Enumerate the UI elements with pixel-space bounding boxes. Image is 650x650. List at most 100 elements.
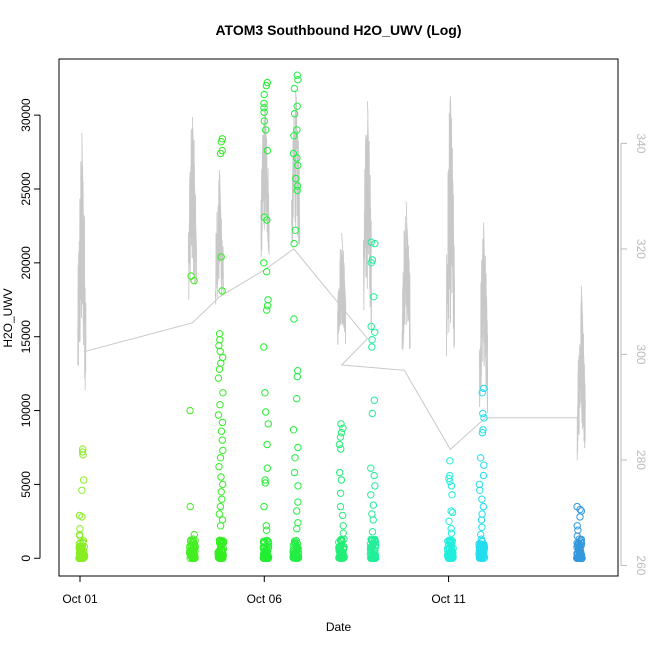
- scatter-point: [219, 446, 227, 455]
- scatter-point: [337, 476, 346, 484]
- scatter-point: [186, 502, 194, 511]
- y2-tick-label: 320: [634, 239, 648, 259]
- scatter-point: [577, 536, 585, 544]
- scatter-point: [449, 554, 457, 562]
- scatter-point: [370, 396, 378, 404]
- scatter-point: [577, 554, 585, 562]
- scatter-point: [217, 138, 226, 146]
- scatter-point: [336, 502, 345, 511]
- scatter-point: [291, 226, 299, 235]
- scatter-point: [480, 461, 488, 469]
- scatter-point: [445, 552, 453, 560]
- line-burst-6: [362, 101, 372, 333]
- scatter-point: [290, 239, 298, 248]
- scatter-point: [262, 526, 271, 534]
- scatter-point: [448, 538, 456, 546]
- scatter-point: [294, 482, 302, 490]
- scatter-point: [216, 149, 225, 158]
- scatter-point: [262, 408, 270, 416]
- scatter-point: [187, 550, 196, 558]
- scatter-group-3: [259, 78, 273, 562]
- line-burst-7: [401, 201, 411, 350]
- y-axis-label: H2O_UWV: [1, 288, 15, 347]
- scatter-point: [262, 126, 270, 134]
- scatter-point: [445, 517, 453, 525]
- scatter-point: [289, 426, 298, 434]
- scatter-point: [574, 544, 583, 553]
- scatter-point: [260, 99, 268, 108]
- scatter-point: [263, 146, 272, 155]
- scatter-point: [367, 259, 375, 267]
- scatter-point: [264, 420, 272, 428]
- scatter-point: [448, 508, 457, 517]
- scatter-point: [448, 491, 456, 499]
- scatter-point: [78, 513, 86, 521]
- scatter-point: [217, 253, 225, 261]
- scatter-point: [260, 108, 268, 116]
- scatter-group-7: [443, 457, 457, 562]
- scatter-point: [290, 468, 299, 477]
- scatter-point: [480, 384, 488, 393]
- scatter-point: [218, 546, 227, 554]
- y2-tick-label: 260: [634, 555, 648, 575]
- scatter-point: [479, 502, 488, 511]
- line-burst-2: [214, 169, 224, 305]
- scatter-point: [478, 537, 486, 546]
- line-burst-9: [479, 222, 489, 414]
- scatter-point: [447, 507, 455, 515]
- y2-tick-label: 300: [634, 344, 648, 364]
- scatter-point: [337, 552, 345, 560]
- line-burst-1: [187, 116, 197, 300]
- scatter-group-8: [475, 384, 489, 562]
- scatter-point: [79, 451, 87, 459]
- scatter-point: [215, 510, 224, 518]
- scatter-point: [337, 420, 345, 428]
- line-burst-5: [337, 233, 347, 345]
- scatter-series: [75, 71, 586, 562]
- scatter-point: [371, 239, 379, 248]
- scatter-point: [214, 374, 223, 382]
- line-burst-10: [576, 285, 586, 461]
- scatter-point: [293, 554, 301, 562]
- scatter-point: [336, 433, 345, 441]
- scatter-point: [217, 488, 225, 496]
- scatter-point: [446, 477, 454, 486]
- scatter-point: [76, 550, 85, 558]
- scatter-group-2: [214, 135, 228, 562]
- scatter-point: [290, 110, 299, 118]
- scatter-point: [478, 523, 486, 531]
- y2-tick-label: 340: [634, 133, 648, 153]
- scatter-point: [446, 457, 454, 465]
- scatter-point: [367, 554, 375, 562]
- scatter-point: [293, 102, 301, 111]
- scatter-point: [371, 541, 380, 549]
- scatter-point: [215, 365, 224, 373]
- scatter-point: [218, 418, 227, 427]
- scatter-point: [336, 489, 345, 497]
- line-burst-3: [260, 101, 270, 257]
- scatter-point: [293, 395, 301, 403]
- line-burst-8: [445, 95, 455, 357]
- scatter-point: [367, 322, 375, 331]
- scatter-point: [260, 502, 268, 511]
- scatter-point: [189, 554, 197, 562]
- scatter-point: [290, 84, 299, 93]
- scatter-point: [260, 104, 268, 112]
- scatter-point: [335, 440, 344, 449]
- scatter-point: [289, 553, 297, 561]
- y2-tick-label: 280: [634, 450, 648, 470]
- scatter-point: [339, 554, 347, 562]
- scatter-point: [261, 476, 269, 484]
- scatter-point: [479, 471, 488, 480]
- scatter-point: [479, 409, 487, 418]
- scatter-point: [293, 525, 301, 533]
- x-axis-label: Date: [326, 620, 352, 634]
- scatter-point: [294, 76, 302, 84]
- y-tick-label: 0: [19, 555, 33, 562]
- scatter-point: [293, 154, 301, 162]
- scatter-point: [218, 495, 226, 503]
- axes: 0 5000 10000 15000 20000 25000 30000 260 280 300 3…: [19, 58, 648, 606]
- scatter-point: [263, 440, 271, 449]
- scatter-point: [218, 287, 226, 295]
- scatter-point: [219, 537, 228, 545]
